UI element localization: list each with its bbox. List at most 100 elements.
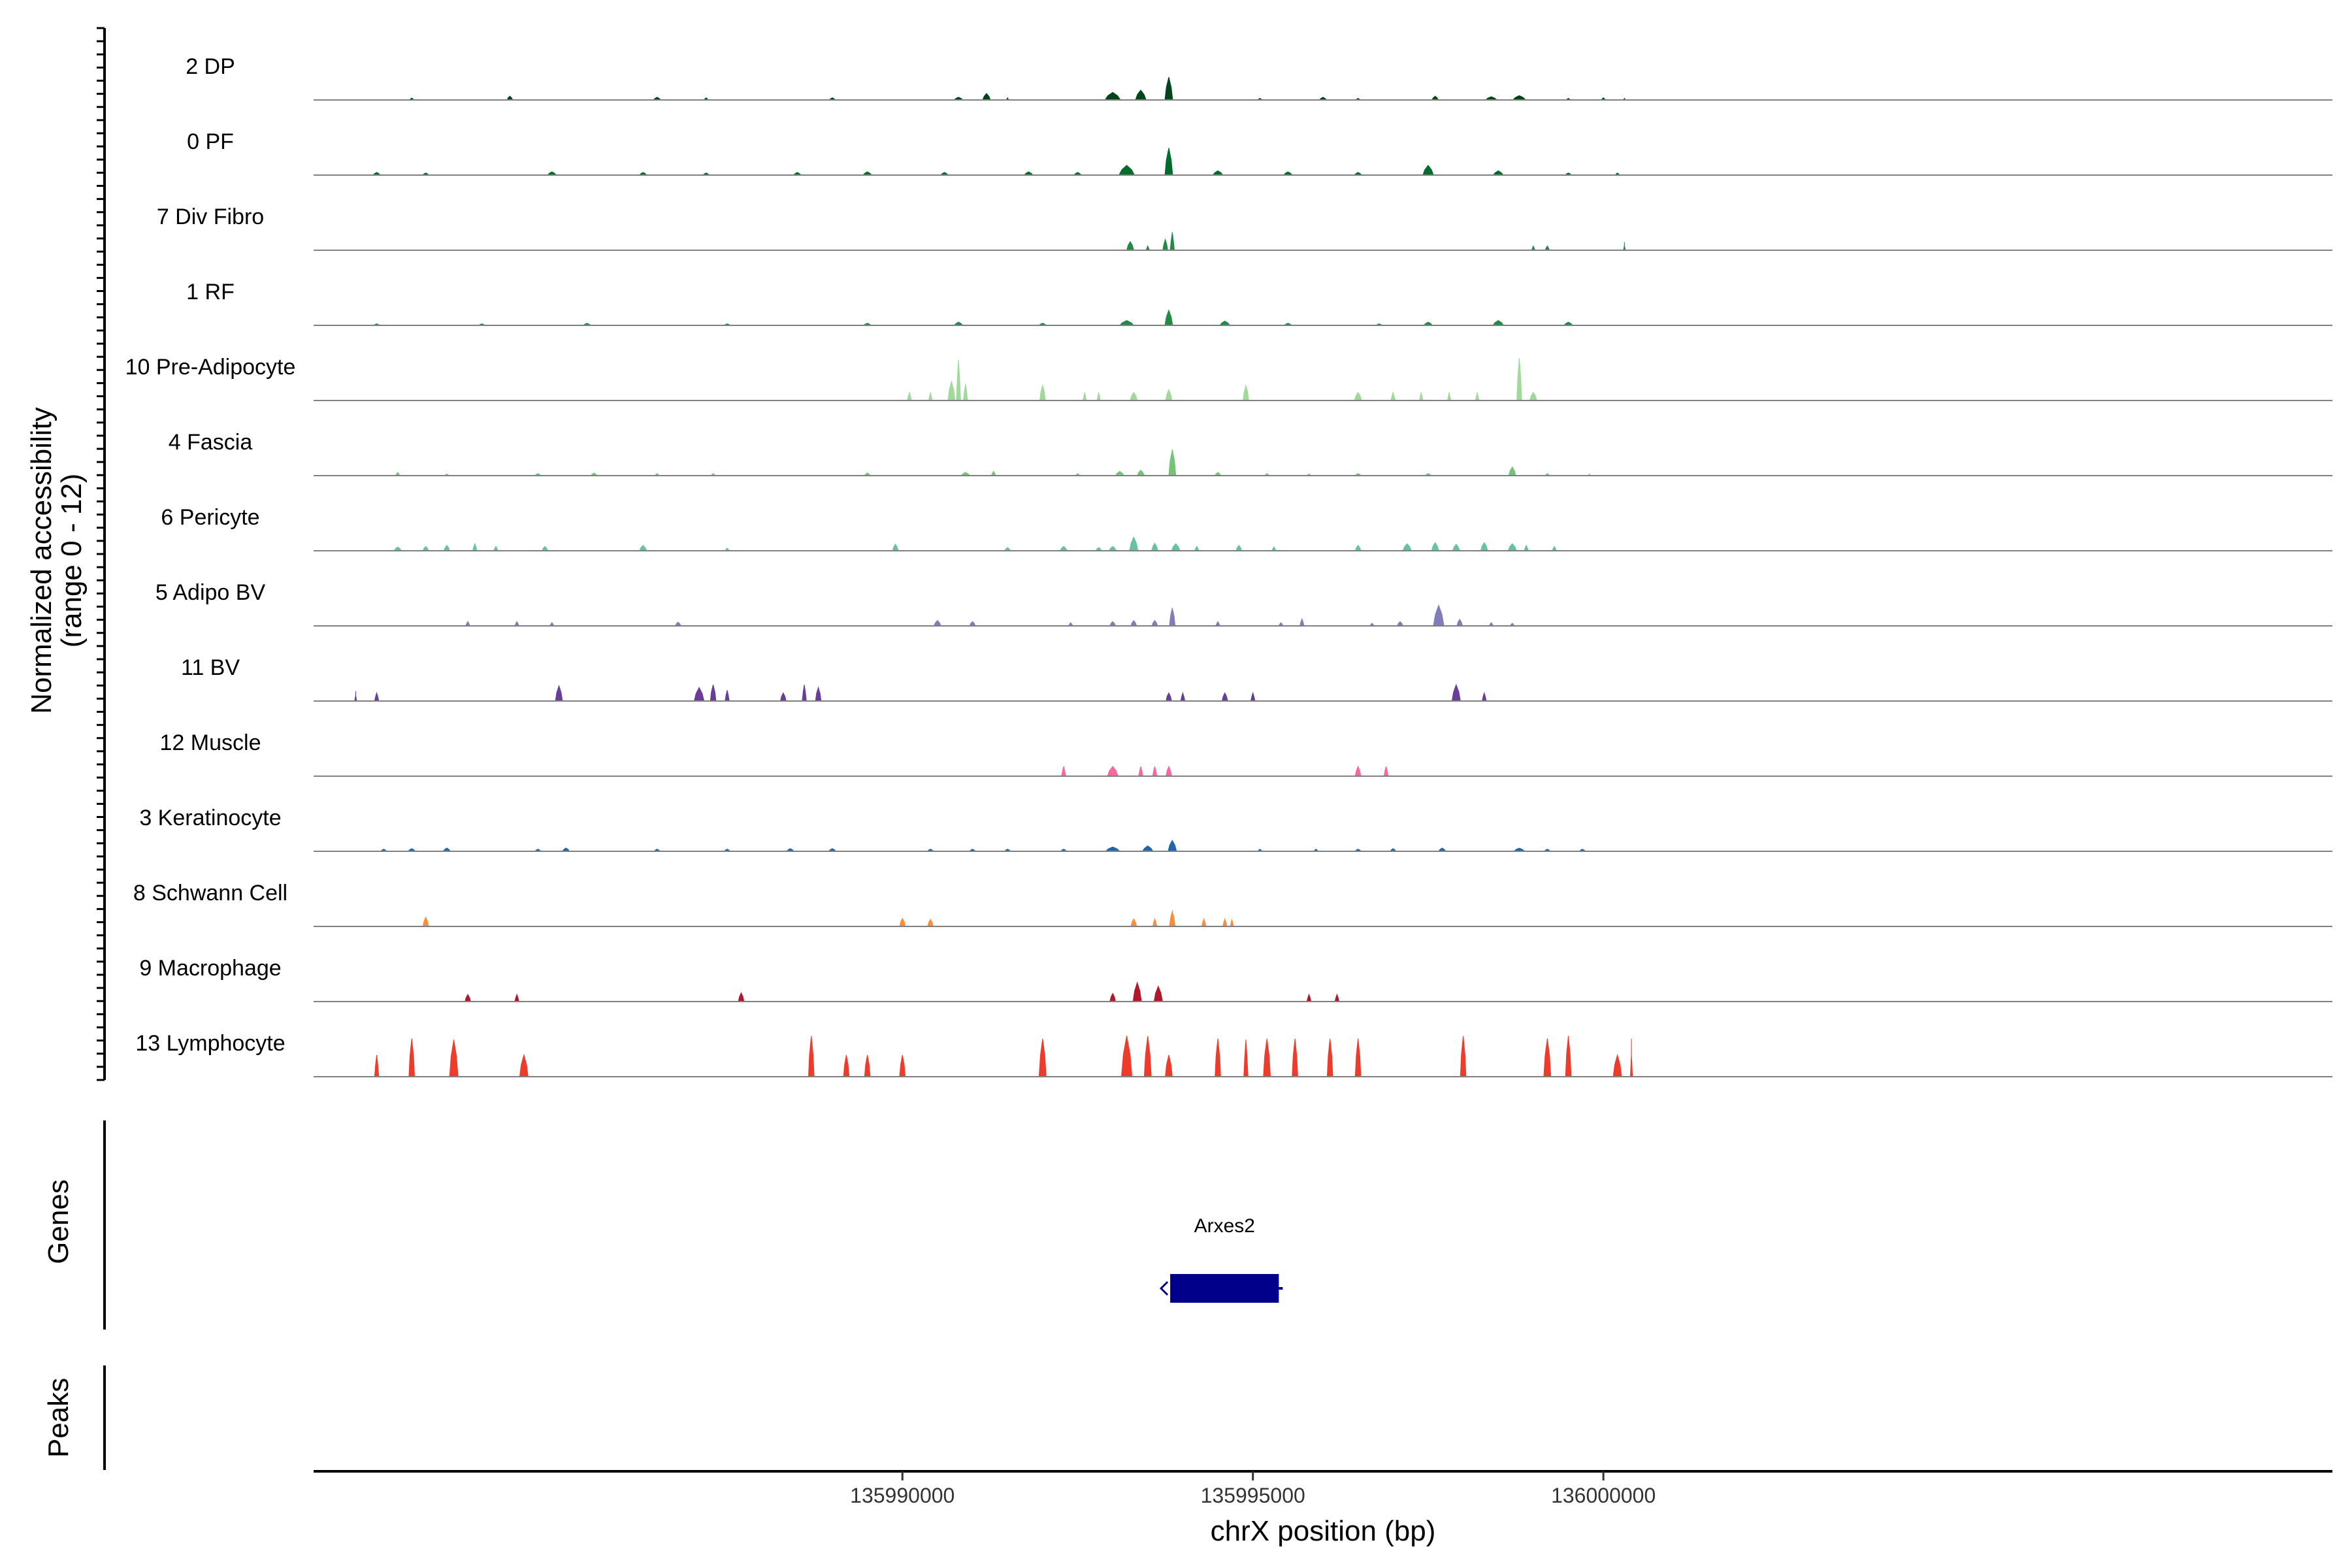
coverage-peak bbox=[1130, 619, 1137, 627]
coverage-peak bbox=[927, 919, 934, 927]
coverage-peak bbox=[1132, 981, 1142, 1002]
coverage-peak bbox=[472, 542, 478, 551]
coverage-peak bbox=[1143, 1036, 1152, 1077]
coverage-peak bbox=[892, 544, 899, 551]
coverage-peak bbox=[1169, 232, 1175, 251]
coverage-peak bbox=[1164, 309, 1173, 326]
coverage-peak bbox=[1222, 917, 1228, 927]
track-label: 9 Macrophage bbox=[139, 956, 281, 981]
coverage-peak bbox=[514, 993, 520, 1002]
coverage-peak bbox=[374, 1054, 380, 1077]
coverage-peak bbox=[1565, 1036, 1572, 1077]
coverage-peak bbox=[1235, 544, 1243, 551]
coverage-peak bbox=[1169, 909, 1176, 927]
coverage-peak bbox=[354, 691, 357, 702]
coverage-peak bbox=[1431, 542, 1439, 551]
coverage-peak bbox=[1215, 1038, 1221, 1077]
coverage-peak bbox=[1390, 391, 1396, 401]
track-label: 1 RF bbox=[186, 280, 235, 304]
coverage-peak bbox=[843, 1054, 850, 1077]
track: 12 Muscle bbox=[160, 730, 2332, 777]
coverage-peak bbox=[408, 1038, 416, 1077]
coverage-tracks: 2 DP 0 PF 7 Div Fibro 1 RF 10 Pre-Adipocyte 4… bbox=[125, 54, 2332, 1077]
x-tick-label: 135995000 bbox=[1201, 1484, 1305, 1507]
coverage-peak bbox=[1168, 840, 1177, 852]
coverage-peak bbox=[802, 684, 807, 702]
track: 3 Keratinocyte bbox=[139, 806, 2332, 852]
coverage-peak bbox=[1164, 76, 1173, 101]
x-axis-title: chrX position (bp) bbox=[1211, 1515, 1436, 1547]
coverage-peak bbox=[1354, 1038, 1362, 1077]
coverage-peak bbox=[1492, 319, 1505, 326]
coverage-peak bbox=[1508, 466, 1516, 476]
coverage-peak bbox=[1507, 543, 1517, 551]
track: 1 RF bbox=[186, 280, 2332, 326]
coverage-peak bbox=[1118, 165, 1135, 176]
coverage-peak bbox=[1171, 543, 1181, 551]
coverage-peak bbox=[933, 619, 942, 627]
coverage-peak bbox=[1422, 165, 1434, 176]
coverage-peak bbox=[907, 391, 912, 401]
coverage-peak bbox=[1109, 992, 1117, 1002]
coverage-peak bbox=[1151, 542, 1158, 551]
coverage-peak bbox=[1263, 1038, 1271, 1077]
coverage-peak bbox=[1354, 765, 1362, 777]
track: 7 Div Fibro bbox=[157, 204, 2332, 251]
track-label: 10 Pre-Adipocyte bbox=[125, 355, 296, 380]
coverage-peak bbox=[1402, 543, 1412, 551]
coverage-peak bbox=[928, 392, 933, 401]
coverage-peak bbox=[1460, 1036, 1467, 1077]
coverage-peak bbox=[779, 692, 787, 702]
coverage-peak bbox=[1082, 392, 1087, 401]
coverage-peak bbox=[1456, 619, 1463, 627]
coverage-peak bbox=[1612, 1053, 1622, 1077]
coverage-peak bbox=[1096, 392, 1101, 401]
coverage-peak bbox=[1151, 619, 1158, 627]
coverage-peak bbox=[1629, 1038, 1633, 1077]
coverage-peak bbox=[449, 1039, 459, 1077]
coverage-peak bbox=[1475, 392, 1480, 401]
coverage-peak bbox=[1107, 766, 1119, 777]
coverage-peak bbox=[899, 1054, 906, 1077]
coverage-peak bbox=[815, 686, 822, 702]
coverage-peak bbox=[1120, 1036, 1133, 1077]
coverage-peak bbox=[1165, 389, 1173, 401]
coverage-peak bbox=[1119, 319, 1135, 326]
coverage-peak bbox=[1418, 392, 1424, 401]
coverage-peak bbox=[1138, 766, 1143, 777]
track: 6 Pericyte bbox=[161, 505, 2332, 551]
coverage-peak bbox=[1543, 1038, 1552, 1077]
coverage-peak bbox=[1130, 391, 1138, 401]
coverage-peak bbox=[1299, 617, 1305, 627]
coverage-peak bbox=[947, 380, 956, 401]
track: 5 Adipo BV bbox=[155, 580, 2332, 627]
track-label: 2 DP bbox=[186, 54, 235, 79]
coverage-peak bbox=[1129, 536, 1139, 551]
coverage-peak bbox=[1243, 1039, 1249, 1077]
coverage-peak bbox=[1038, 1038, 1047, 1077]
track: 2 DP bbox=[186, 54, 2332, 101]
coverage-peak bbox=[710, 684, 717, 702]
track-label: 13 Lymphocyte bbox=[135, 1031, 285, 1056]
coverage-peak bbox=[693, 687, 705, 702]
track: 9 Macrophage bbox=[139, 956, 2332, 1002]
coverage-peak bbox=[1130, 918, 1137, 927]
track-label: 4 Fascia bbox=[169, 430, 253, 455]
coverage-peak bbox=[639, 544, 647, 551]
coverage-peak bbox=[1164, 148, 1173, 176]
coverage-peak bbox=[465, 994, 471, 1002]
coverage-peak bbox=[1153, 985, 1163, 1002]
coverage-peak bbox=[963, 384, 968, 401]
coverage-peak bbox=[1243, 384, 1249, 401]
coverage-peak bbox=[1433, 604, 1445, 627]
x-axis: 135990000 135995000 136000000 bbox=[314, 1470, 2332, 1507]
track-label: 3 Keratinocyte bbox=[139, 806, 281, 830]
coverage-peak bbox=[1039, 384, 1046, 401]
coverage-peak bbox=[1166, 692, 1172, 702]
coverage-peak bbox=[1152, 917, 1158, 927]
coverage-peak bbox=[1126, 240, 1134, 251]
y-axis-subtitle: (range 0 - 12) bbox=[56, 474, 88, 648]
gene-strand-arrow bbox=[1159, 1281, 1169, 1296]
coverage-peak bbox=[422, 916, 429, 927]
